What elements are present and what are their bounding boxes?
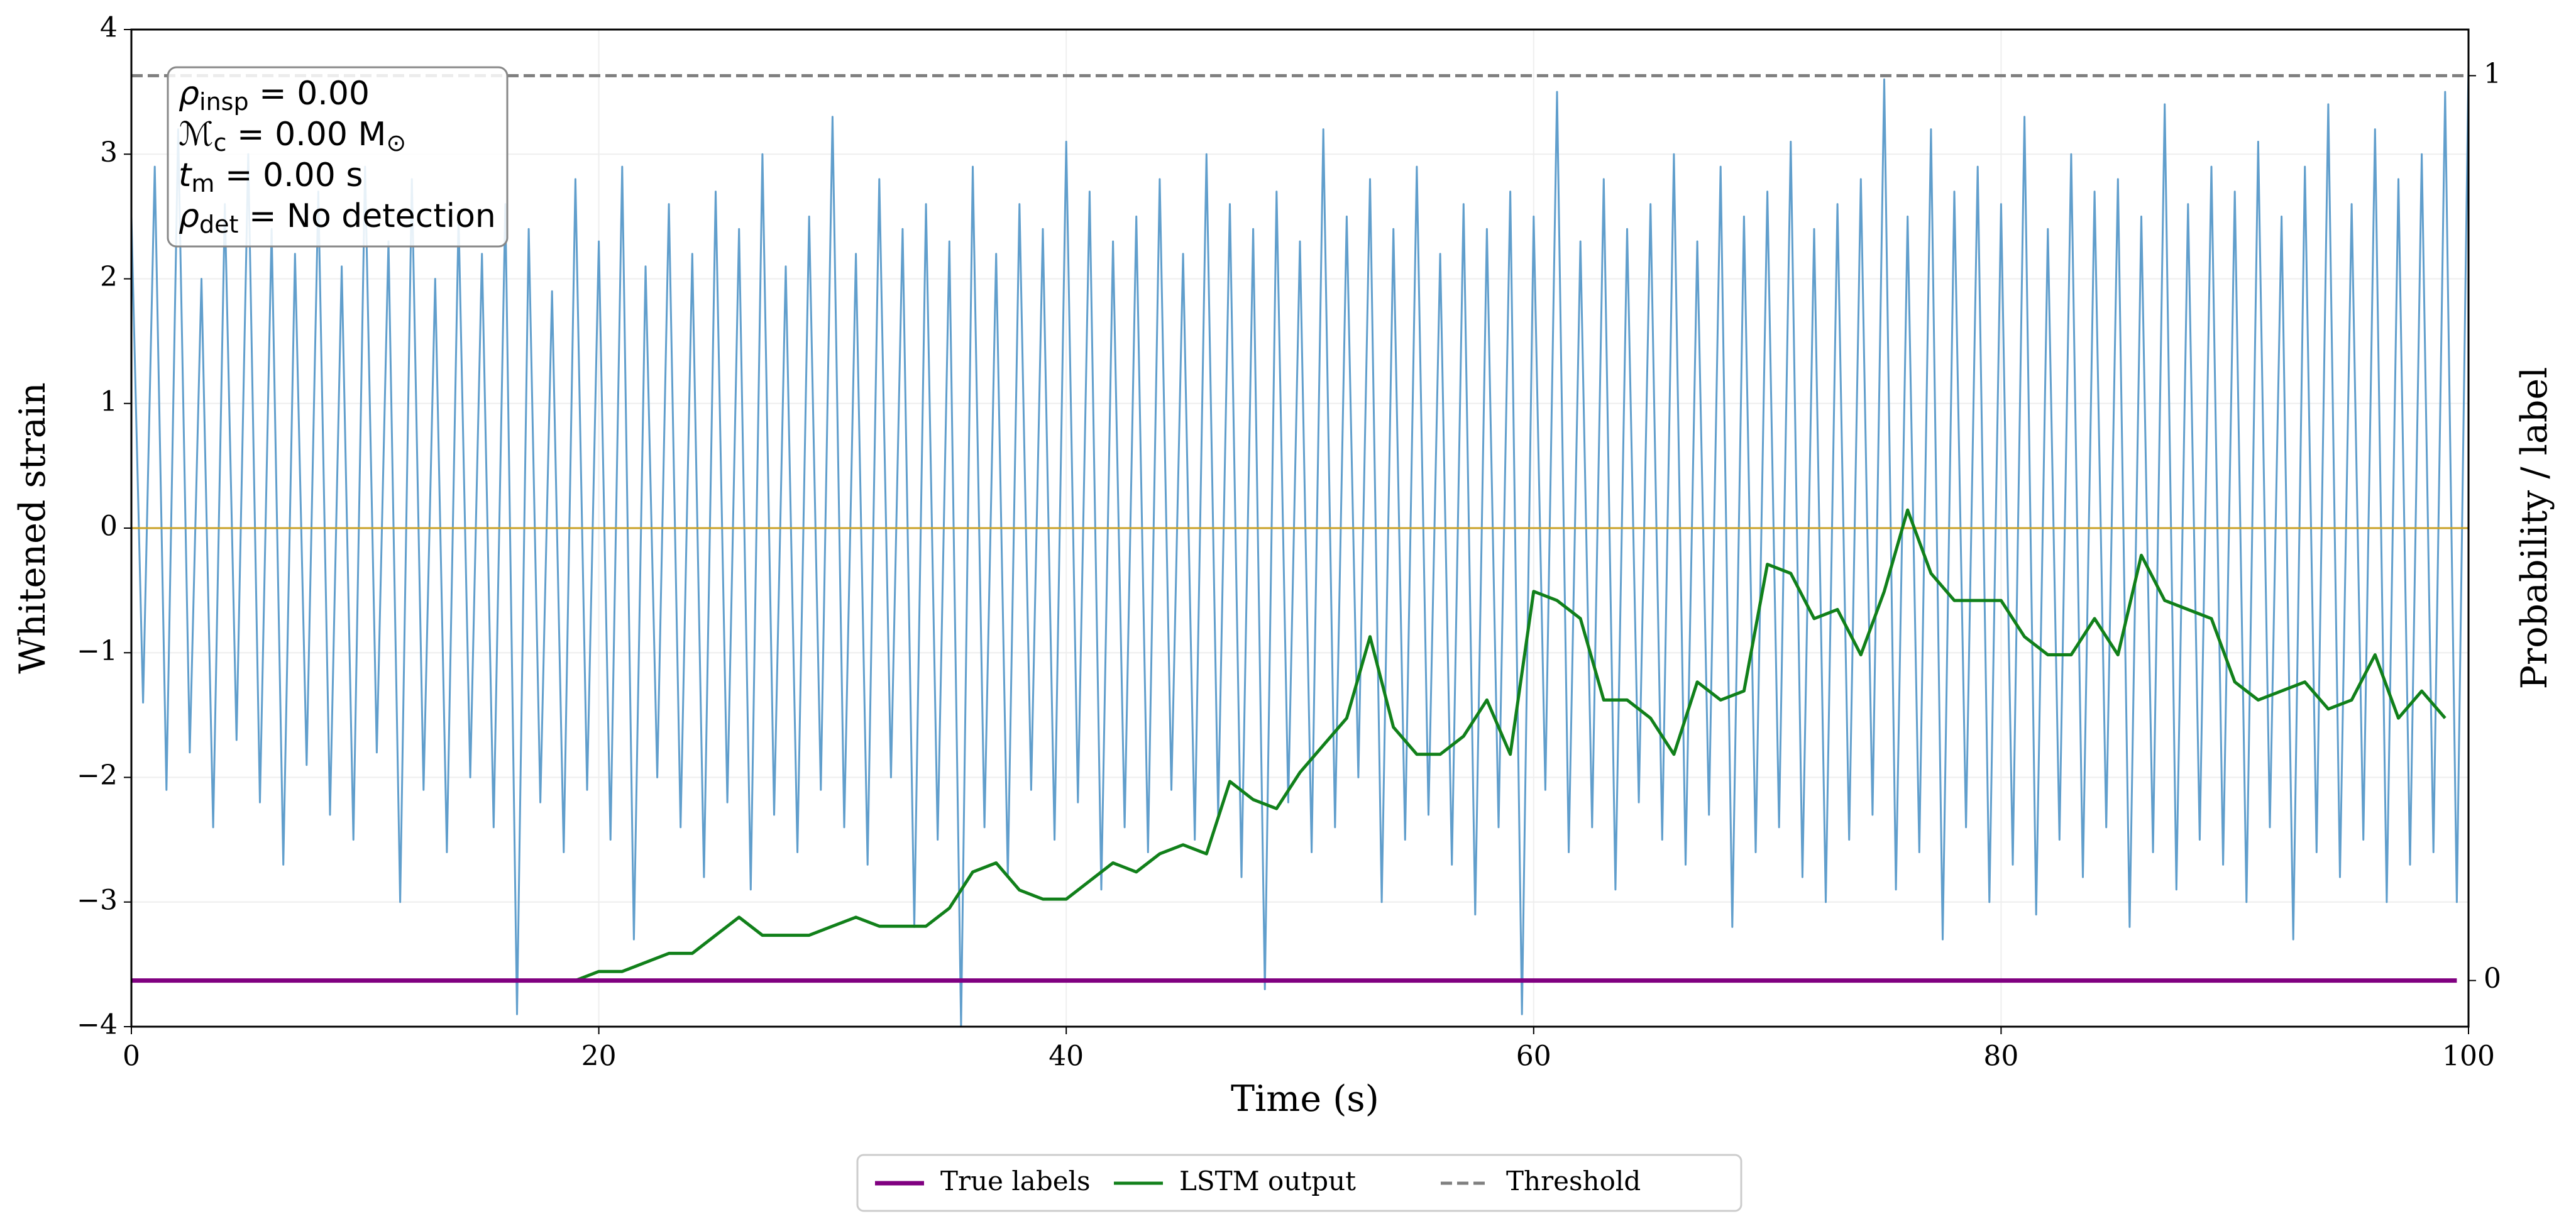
y2-tick-label: 1 [2484,58,2501,90]
annotation-text: insp [199,88,249,116]
annotation-text: det [199,211,238,238]
annotation-text: = 0.00 M [227,116,387,153]
annotation-text: = 0.00 [249,75,370,113]
annotation-line: ℳc = 0.00 M⊙ [179,116,406,157]
annotation-text: = No detection [238,197,495,235]
y-axis-label: Whitened strain [12,382,53,674]
y-tick-label: 4 [100,12,118,44]
annotation-frame [167,66,509,248]
x-tick-label: 100 [2442,1041,2495,1073]
legend-label: LSTM output [1179,1166,1356,1196]
x-axis-label: Time (s) [1231,1078,1379,1120]
legend-frame [856,1154,1742,1212]
y2-axis-label: Probability / label [2514,367,2555,690]
annotation-line: tm = 0.00 s [179,157,363,197]
annotation-text: ρ [179,197,199,235]
axes-frame [130,28,2470,1028]
annotation-line: ρdet = No detection [179,197,496,238]
annotation-text: t [179,157,192,194]
x-tick-label: 40 [1049,1041,1084,1073]
y-tick-label: 1 [100,385,118,417]
x-tick-label: 0 [123,1041,140,1073]
annotation-text: m [191,170,214,197]
x-tick-label: 20 [581,1041,617,1073]
y-tick-label: 3 [100,136,118,168]
y-tick-label: −4 [77,1009,118,1041]
annotation-text: ⊙ [386,129,406,157]
y-tick-label: −2 [77,759,118,792]
y-tick-label: 0 [100,511,118,543]
legend-label: True labels [940,1166,1091,1196]
annotation-text: ℳ [179,116,214,153]
annotation-line: ρinsp = 0.00 [179,75,370,116]
legend-label: Threshold [1506,1166,1641,1196]
x-tick-label: 60 [1516,1041,1551,1073]
y2-tick-label: 0 [2484,963,2501,995]
y-tick-label: −1 [77,635,118,667]
y-tick-label: −3 [77,884,118,916]
annotation-text: ρ [179,75,199,113]
y-tick-label: 2 [100,261,118,293]
annotation-text: = 0.00 s [214,157,363,194]
legend: True labels LSTM output Threshold [856,1154,1742,1212]
annotation-text: c [214,129,227,157]
x-tick-label: 80 [1983,1041,2018,1073]
strain-line [130,67,2470,1028]
